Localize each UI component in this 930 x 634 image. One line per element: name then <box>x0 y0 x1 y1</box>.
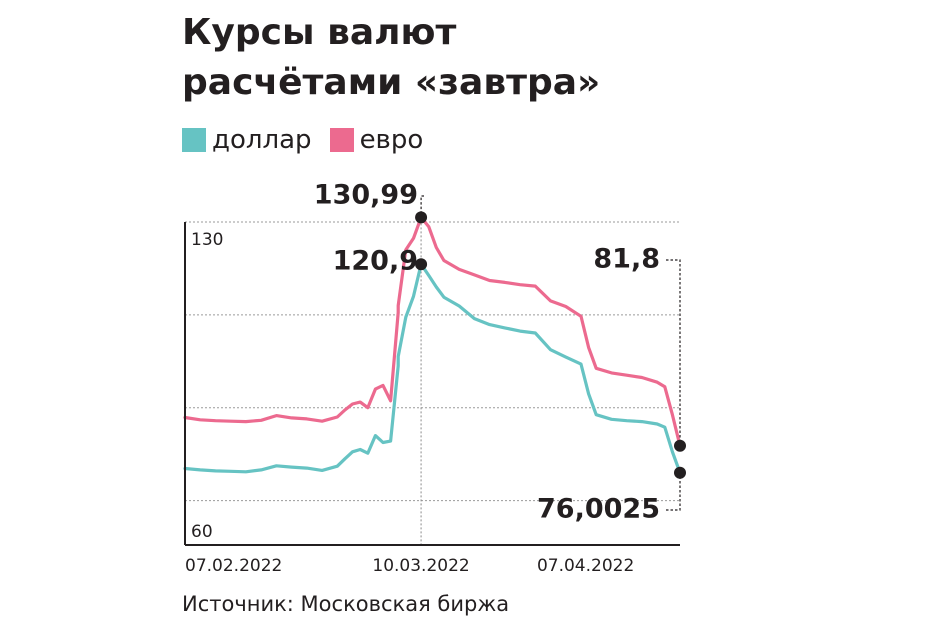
annotation-3-dot <box>674 466 686 479</box>
chart-title: Курсы валют расчётами «завтра» <box>182 8 600 108</box>
annotation-0-leader <box>420 195 424 218</box>
legend-item-euro: евро <box>329 125 424 155</box>
source-note: Источник: Московская биржа <box>182 592 510 616</box>
legend-swatch-euro <box>329 128 354 152</box>
annotation-2-dot <box>674 439 686 452</box>
y-tick-label-130: 130 <box>191 230 223 250</box>
chart-series <box>183 215 682 475</box>
chart-axes <box>184 222 680 546</box>
y-tick-label-60: 60 <box>191 522 213 542</box>
annotation-0-label: 130,99 <box>314 180 418 211</box>
annotation-3-leader <box>666 472 681 511</box>
legend-item-dollar: доллар <box>182 125 312 155</box>
annotation-1-dot <box>415 258 428 271</box>
x-tick-label-07.04.2022: 07.04.2022 <box>537 556 634 576</box>
legend-label-euro: евро <box>359 125 424 155</box>
series-line-euro <box>183 215 682 448</box>
annotation-1-label: 120,9 <box>333 246 418 277</box>
series-line-dollar <box>183 262 682 475</box>
x-tick-label-07.02.2022: 07.02.2022 <box>185 556 282 576</box>
chart-grid <box>185 221 680 502</box>
legend-swatch-dollar <box>182 128 206 152</box>
annotation-0-dot <box>415 211 428 224</box>
legend-label-dollar: доллар <box>212 125 312 155</box>
annotation-2-leader <box>666 259 681 446</box>
annotation-2-label: 81,8 <box>593 244 660 275</box>
chart-title-line-1: Курсы валют <box>182 12 457 53</box>
legend: доллар евро <box>182 120 441 160</box>
chart-title-line-2: расчётами «завтра» <box>182 62 601 103</box>
annotation-3-label: 76,0025 <box>537 494 660 525</box>
x-tick-label-10.03.2022: 10.03.2022 <box>372 556 469 576</box>
chart-labels: 130 60 07.02.2022 10.03.2022 07.04.2022 130,9… <box>185 180 686 576</box>
